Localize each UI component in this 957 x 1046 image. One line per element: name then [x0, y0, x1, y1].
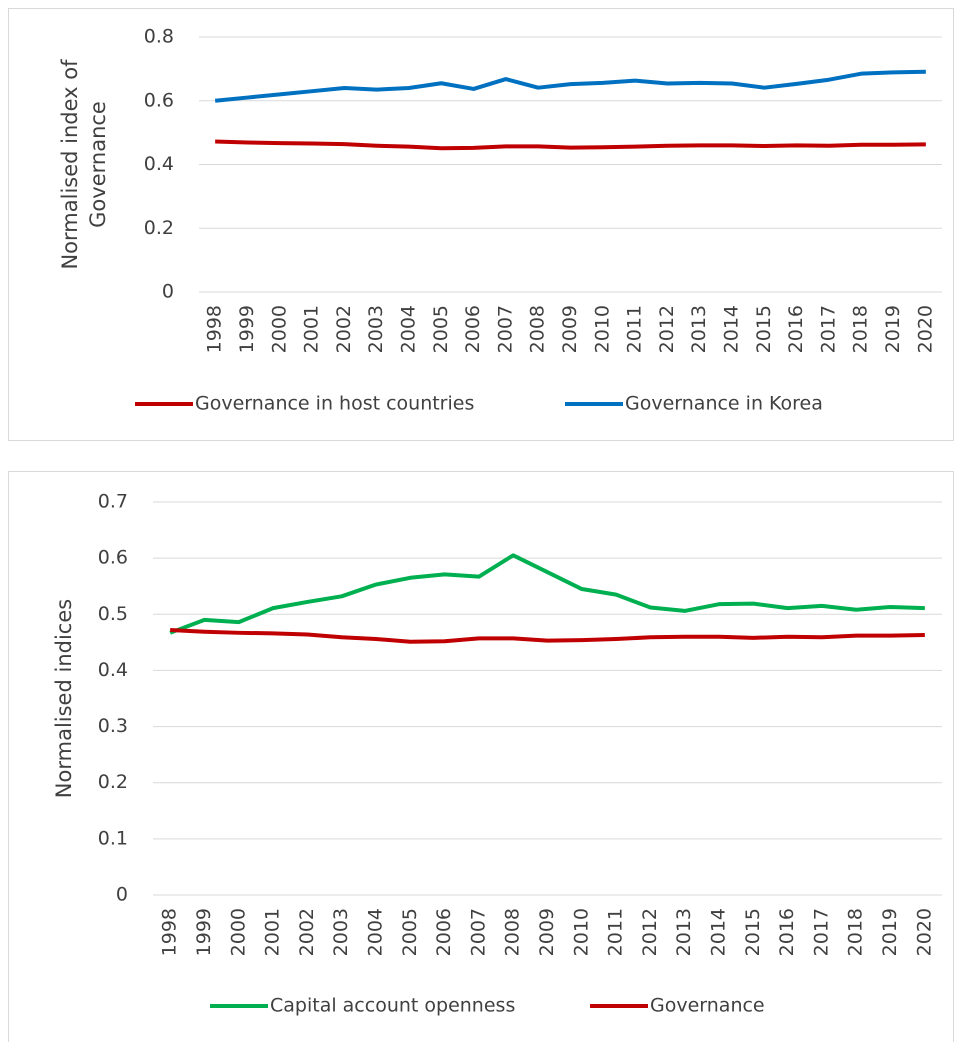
x-tick-label: 2001 — [262, 908, 284, 956]
x-tick-label: 2014 — [708, 908, 730, 956]
x-tick-label: 2007 — [494, 305, 516, 353]
y-tick-label: 0.6 — [144, 89, 174, 111]
x-tick-label: 2009 — [559, 305, 581, 353]
x-tick-label: 2010 — [570, 908, 592, 956]
x-tick-label: 2008 — [502, 908, 524, 956]
legend-label: Governance in Korea — [625, 393, 823, 415]
x-tick-label: 2008 — [527, 305, 549, 353]
y-tick-label: 0.3 — [98, 715, 128, 737]
x-tick-label: 2019 — [882, 305, 904, 353]
y-tick-label: 0.5 — [98, 603, 128, 625]
x-tick-label: 2013 — [673, 908, 695, 956]
y-tick-label: 0.4 — [98, 659, 128, 681]
data-line — [169, 553, 925, 635]
x-tick-label: 2000 — [268, 305, 290, 353]
panel-frame — [8, 8, 954, 441]
x-tick-label: 2014 — [721, 305, 743, 353]
y-tick-label: 0.2 — [98, 771, 128, 793]
y-tick-label: 0 — [116, 884, 128, 906]
y-tick-label: 0.2 — [144, 217, 174, 239]
legend-label: Governance — [650, 995, 765, 1017]
x-tick-label: 2002 — [333, 305, 355, 353]
x-tick-label: 2018 — [845, 908, 867, 956]
x-tick-label: 2015 — [753, 305, 775, 353]
x-tick-label: 2013 — [688, 305, 710, 353]
x-tick-label: 2011 — [605, 908, 627, 956]
legend-label: Capital account openness — [270, 995, 515, 1017]
x-tick-label: 2004 — [364, 908, 386, 956]
y-tick-label: 0.8 — [144, 26, 174, 48]
x-tick-label: 2003 — [365, 305, 387, 353]
x-tick-label: 2005 — [399, 908, 421, 956]
x-tick-label: 2020 — [914, 305, 936, 353]
y-tick-label: 0.1 — [98, 827, 128, 849]
legend-label: Governance in host countries — [195, 393, 474, 415]
y-axis-title: Normalised indices — [52, 599, 76, 798]
x-tick-label: 2002 — [296, 908, 318, 956]
y-tick-label: 0.4 — [144, 153, 174, 175]
x-tick-label: 2012 — [656, 305, 678, 353]
panel-frame — [8, 471, 954, 1046]
data-line — [215, 139, 926, 151]
x-tick-label: 2003 — [330, 908, 352, 956]
y-axis-title: Normalised index of — [58, 59, 82, 270]
y-axis-title: Governance — [86, 101, 110, 228]
y-tick-label: 0.6 — [98, 547, 128, 569]
x-tick-label: 2010 — [591, 305, 613, 353]
y-tick-label: 0.7 — [98, 491, 128, 513]
x-tick-label: 2016 — [776, 908, 798, 956]
data-line — [170, 628, 925, 644]
x-tick-label: 1999 — [236, 305, 258, 353]
x-tick-label: 2004 — [397, 305, 419, 353]
x-tick-label: 2019 — [879, 908, 901, 956]
y-tick-label: 0 — [162, 281, 174, 303]
x-tick-label: 2009 — [536, 908, 558, 956]
x-tick-label: 2016 — [785, 305, 807, 353]
x-tick-label: 2007 — [467, 908, 489, 956]
x-tick-label: 2001 — [301, 305, 323, 353]
x-tick-label: 2011 — [624, 305, 646, 353]
x-tick-label: 2000 — [227, 908, 249, 956]
x-tick-label: 2005 — [430, 305, 452, 353]
x-tick-label: 2017 — [817, 305, 839, 353]
x-tick-label: 2015 — [742, 908, 764, 956]
x-tick-label: 2018 — [850, 305, 872, 353]
x-tick-label: 1999 — [193, 908, 215, 956]
x-tick-label: 1998 — [159, 908, 181, 956]
x-tick-label: 2012 — [639, 908, 661, 956]
x-tick-label: 1998 — [204, 305, 226, 353]
x-tick-label: 2006 — [462, 305, 484, 353]
x-tick-label: 2020 — [913, 908, 935, 956]
data-line — [214, 69, 926, 103]
x-tick-label: 2006 — [433, 908, 455, 956]
x-tick-label: 2017 — [810, 908, 832, 956]
